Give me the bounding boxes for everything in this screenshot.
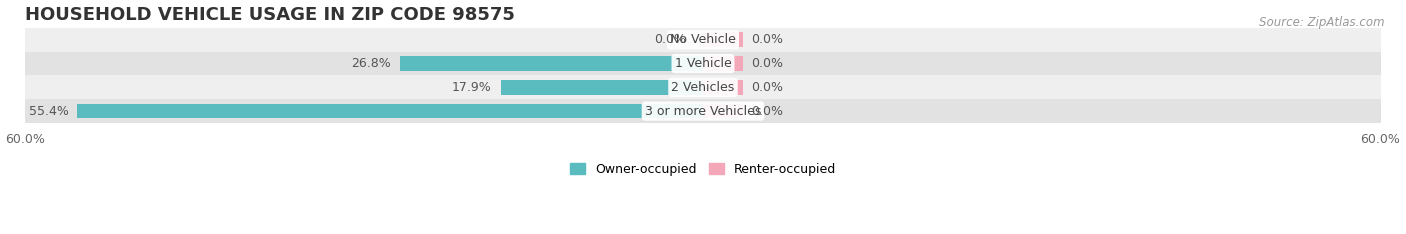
Text: 1 Vehicle: 1 Vehicle — [675, 57, 731, 70]
Text: 0.0%: 0.0% — [654, 33, 686, 46]
Bar — [703, 56, 742, 71]
Text: 0.0%: 0.0% — [752, 81, 783, 94]
Text: 0.0%: 0.0% — [752, 57, 783, 70]
Text: 55.4%: 55.4% — [28, 105, 69, 118]
Bar — [703, 80, 742, 95]
Text: 2 Vehicles: 2 Vehicles — [672, 81, 734, 94]
Text: HOUSEHOLD VEHICLE USAGE IN ZIP CODE 98575: HOUSEHOLD VEHICLE USAGE IN ZIP CODE 9857… — [25, 6, 516, 24]
Text: 0.0%: 0.0% — [752, 105, 783, 118]
Text: Source: ZipAtlas.com: Source: ZipAtlas.com — [1260, 16, 1385, 29]
Text: 3 or more Vehicles: 3 or more Vehicles — [645, 105, 761, 118]
Bar — [77, 104, 703, 118]
Bar — [25, 28, 1381, 52]
Legend: Owner-occupied, Renter-occupied: Owner-occupied, Renter-occupied — [569, 163, 837, 176]
Text: 17.9%: 17.9% — [453, 81, 492, 94]
Bar — [25, 52, 1381, 75]
Bar — [501, 80, 703, 95]
Bar — [703, 32, 742, 47]
Bar — [703, 104, 742, 118]
Text: No Vehicle: No Vehicle — [671, 33, 735, 46]
Bar — [401, 56, 703, 71]
Text: 0.0%: 0.0% — [752, 33, 783, 46]
Bar — [25, 99, 1381, 123]
Bar — [25, 75, 1381, 99]
Text: 26.8%: 26.8% — [352, 57, 391, 70]
